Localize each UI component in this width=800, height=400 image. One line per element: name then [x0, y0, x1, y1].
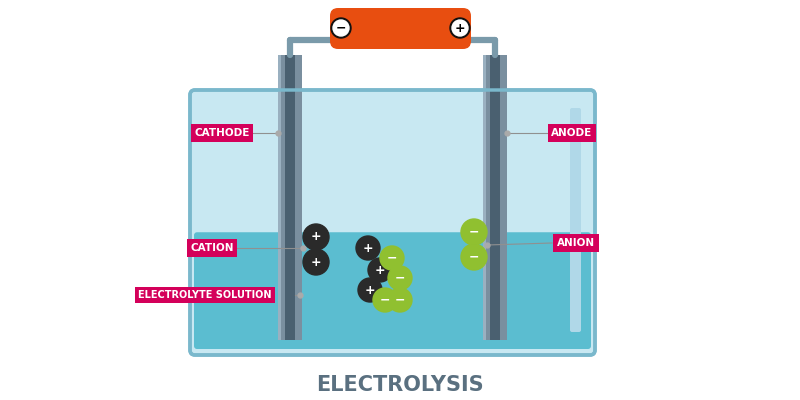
Text: +: + [310, 256, 322, 268]
Text: +: + [362, 242, 374, 254]
FancyBboxPatch shape [285, 55, 295, 340]
FancyBboxPatch shape [483, 55, 507, 340]
Circle shape [388, 266, 412, 290]
Text: +: + [365, 284, 375, 296]
FancyBboxPatch shape [190, 90, 595, 355]
FancyBboxPatch shape [490, 55, 500, 340]
Text: ANODE: ANODE [551, 128, 593, 138]
Circle shape [380, 246, 404, 270]
Text: −: − [386, 252, 398, 264]
FancyBboxPatch shape [330, 8, 471, 49]
Circle shape [331, 18, 351, 38]
Circle shape [333, 20, 349, 36]
FancyBboxPatch shape [194, 232, 591, 349]
Text: −: − [469, 250, 479, 264]
Circle shape [368, 258, 392, 282]
Circle shape [461, 219, 487, 245]
Circle shape [303, 249, 329, 275]
Text: +: + [310, 230, 322, 244]
Circle shape [461, 244, 487, 270]
Text: +: + [374, 264, 386, 276]
FancyBboxPatch shape [278, 55, 281, 340]
FancyBboxPatch shape [483, 55, 486, 340]
Text: −: − [336, 22, 346, 34]
Text: ELECTROLYSIS: ELECTROLYSIS [316, 375, 484, 395]
Circle shape [388, 288, 412, 312]
Text: ANION: ANION [557, 238, 595, 248]
Circle shape [373, 288, 397, 312]
Circle shape [303, 224, 329, 250]
Circle shape [450, 18, 470, 38]
Text: CATION: CATION [190, 243, 234, 253]
Text: −: − [394, 272, 406, 284]
Text: −: − [469, 226, 479, 238]
Text: CATHODE: CATHODE [194, 128, 250, 138]
FancyBboxPatch shape [570, 108, 581, 332]
Circle shape [452, 20, 468, 36]
Text: +: + [454, 22, 466, 34]
Text: −: − [394, 294, 406, 306]
Circle shape [356, 236, 380, 260]
Text: −: − [380, 294, 390, 306]
Circle shape [358, 278, 382, 302]
FancyBboxPatch shape [278, 55, 302, 340]
Text: ELECTROLYTE SOLUTION: ELECTROLYTE SOLUTION [138, 290, 272, 300]
